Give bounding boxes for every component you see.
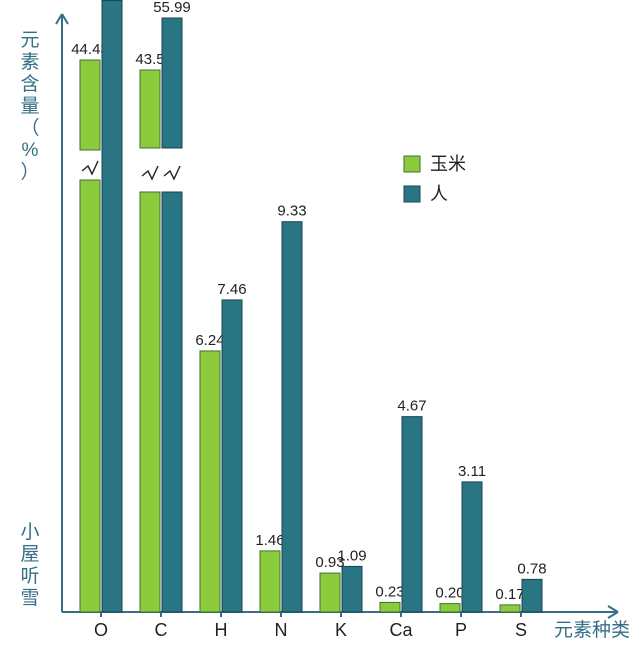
- y-axis-label: 含: [20, 73, 39, 95]
- bar-upper: [162, 18, 182, 148]
- value-label: 0.20: [435, 585, 464, 602]
- category-label: K: [335, 620, 347, 640]
- value-label: 6.24: [195, 332, 224, 349]
- chart-svg: 元素含量（%）元素种类小屋听雪O44.4314.62C43.555.99H6.2…: [0, 0, 640, 669]
- value-label: 4.67: [397, 398, 426, 415]
- watermark: 雪: [20, 588, 39, 609]
- y-axis-label: 元: [20, 30, 39, 51]
- bar: [102, 0, 122, 612]
- y-axis-label: ）: [20, 161, 39, 183]
- bar-lower: [162, 192, 182, 612]
- legend-label: 玉米: [430, 154, 466, 174]
- bar: [342, 566, 362, 612]
- value-label: 7.46: [217, 281, 246, 298]
- bar: [500, 605, 520, 612]
- value-label: 55.99: [153, 0, 191, 16]
- bar: [462, 482, 482, 612]
- y-axis-label: 量: [20, 96, 39, 117]
- bar: [200, 351, 220, 612]
- legend-swatch: [404, 156, 420, 172]
- legend-swatch: [404, 186, 420, 202]
- bar: [282, 222, 302, 612]
- value-label: 0.78: [517, 560, 546, 577]
- watermark: 屋: [20, 544, 39, 565]
- bar: [222, 300, 242, 612]
- element-composition-chart: 元素含量（%）元素种类小屋听雪O44.4314.62C43.555.99H6.2…: [0, 0, 640, 669]
- bar-upper: [80, 60, 100, 150]
- bar-upper: [140, 70, 160, 148]
- value-label: 0.17: [495, 586, 524, 603]
- bar: [380, 602, 400, 612]
- value-label: 43.5: [135, 51, 164, 68]
- bar-lower: [140, 192, 160, 612]
- value-label: 1.09: [337, 547, 366, 564]
- x-axis-label: 元素种类: [554, 619, 630, 641]
- category-label: S: [515, 620, 527, 640]
- watermark: 听: [20, 565, 39, 587]
- axis-break-icon: [82, 161, 98, 174]
- legend-label: 人: [430, 184, 448, 204]
- bar: [440, 604, 460, 612]
- bar: [522, 579, 542, 612]
- value-label: 9.33: [277, 203, 306, 220]
- bar: [320, 573, 340, 612]
- category-label: O: [94, 620, 108, 640]
- bar: [402, 417, 422, 612]
- axis-break-icon: [142, 166, 158, 179]
- value-label: 3.11: [458, 463, 486, 480]
- category-label: Ca: [389, 620, 413, 640]
- y-axis-label: %: [22, 140, 39, 161]
- category-label: C: [155, 620, 168, 640]
- bar-lower: [80, 180, 100, 612]
- y-axis-label: （: [20, 117, 39, 139]
- axis-break-icon: [164, 166, 180, 179]
- category-label: P: [455, 620, 467, 640]
- category-label: N: [275, 620, 288, 640]
- watermark: 小: [20, 521, 39, 543]
- bar: [260, 551, 280, 612]
- category-label: H: [215, 620, 228, 640]
- value-label: 1.46: [255, 532, 284, 549]
- y-axis-label: 素: [20, 51, 39, 73]
- value-label: 0.23: [375, 583, 404, 600]
